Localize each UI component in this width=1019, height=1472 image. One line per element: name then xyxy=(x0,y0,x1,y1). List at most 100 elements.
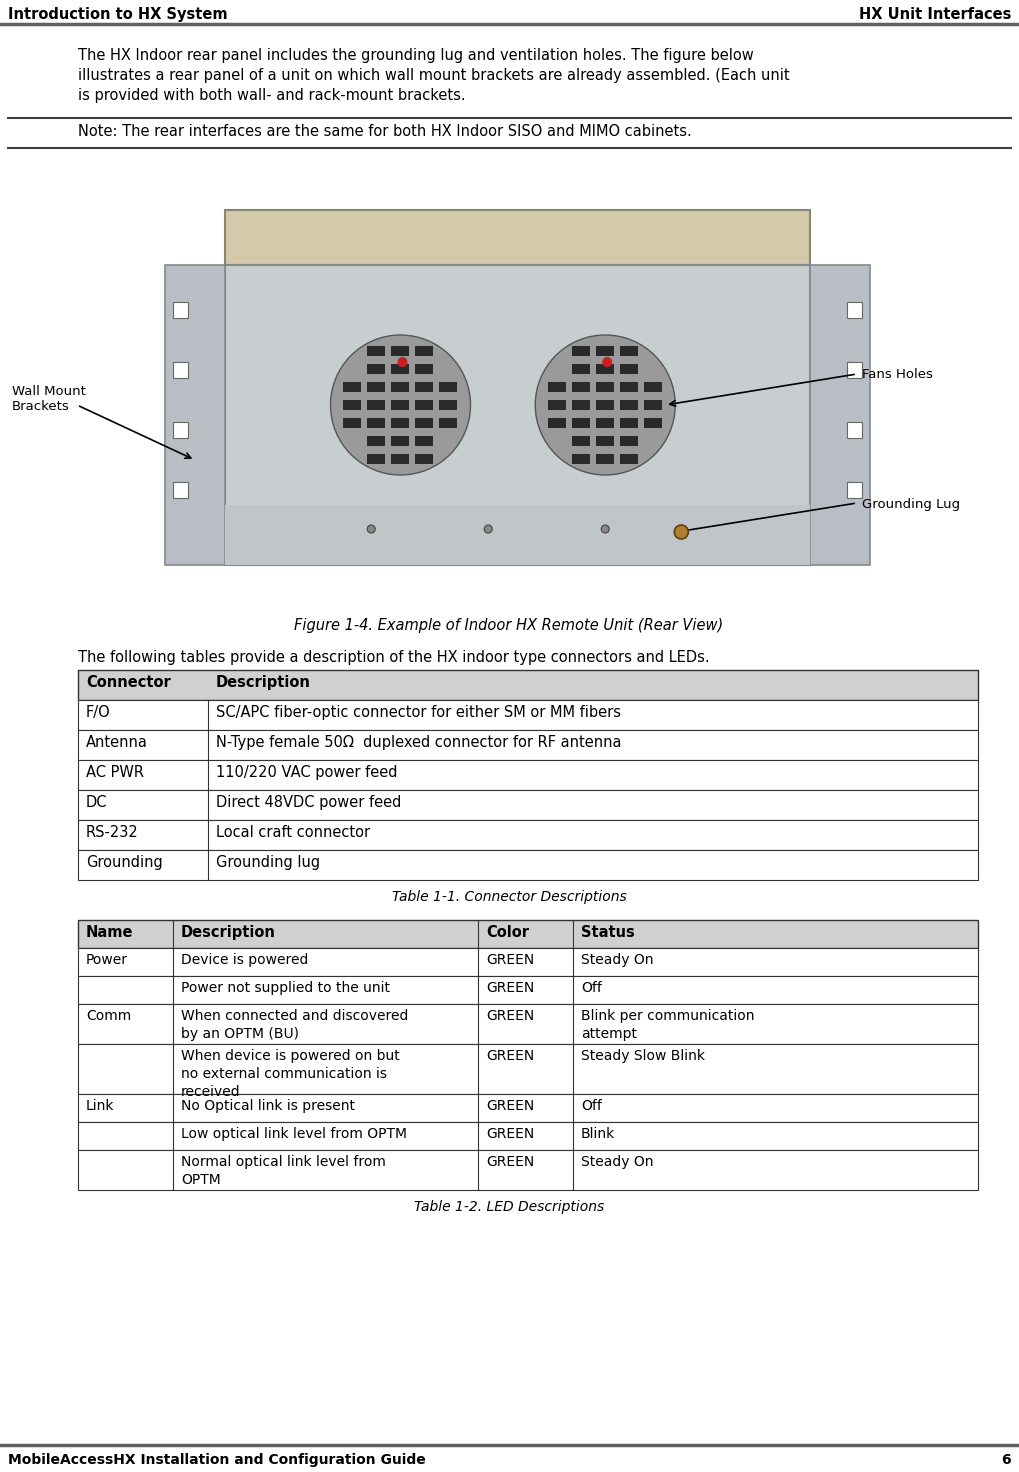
Text: AC PWR: AC PWR xyxy=(86,765,144,780)
Bar xyxy=(644,418,662,428)
Bar xyxy=(78,1004,978,1044)
Text: 110/220 VAC power feed: 110/220 VAC power feed xyxy=(216,765,397,780)
Bar xyxy=(416,418,433,428)
Text: Steady On: Steady On xyxy=(581,952,653,967)
Text: Link: Link xyxy=(86,1100,114,1113)
Text: Antenna: Antenna xyxy=(86,735,148,751)
Bar xyxy=(173,362,187,378)
Bar xyxy=(78,1044,978,1094)
Text: Normal optical link level from
OPTM: Normal optical link level from OPTM xyxy=(181,1156,386,1186)
Text: GREEN: GREEN xyxy=(486,952,534,967)
Text: Name: Name xyxy=(86,924,133,941)
Bar xyxy=(173,422,187,439)
Bar xyxy=(368,400,385,411)
Bar xyxy=(391,383,410,392)
Bar xyxy=(78,920,978,948)
Bar xyxy=(596,436,614,446)
Text: When device is powered on but
no external communication is
received: When device is powered on but no externa… xyxy=(181,1050,399,1098)
Text: Introduction to HX System: Introduction to HX System xyxy=(8,7,227,22)
Bar xyxy=(368,383,385,392)
Text: Table 1-1. Connector Descriptions: Table 1-1. Connector Descriptions xyxy=(391,891,627,904)
Bar xyxy=(621,453,638,464)
Circle shape xyxy=(675,526,688,539)
Bar xyxy=(621,383,638,392)
Text: Table 1-2. LED Descriptions: Table 1-2. LED Descriptions xyxy=(414,1200,604,1214)
Text: Off: Off xyxy=(581,1100,602,1113)
Text: Grounding Lug: Grounding Lug xyxy=(862,498,960,511)
Text: SC/APC fiber-optic connector for either SM or MM fibers: SC/APC fiber-optic connector for either … xyxy=(216,705,621,720)
Bar xyxy=(596,400,614,411)
Bar xyxy=(439,383,458,392)
Text: GREEN: GREEN xyxy=(486,980,534,995)
Text: RS-232: RS-232 xyxy=(86,824,139,841)
Text: Status: Status xyxy=(581,924,635,941)
Bar xyxy=(596,383,614,392)
Bar xyxy=(78,730,978,760)
Text: DC: DC xyxy=(86,795,107,810)
Text: GREEN: GREEN xyxy=(486,1156,534,1169)
Text: Description: Description xyxy=(181,924,276,941)
Bar xyxy=(416,453,433,464)
Text: GREEN: GREEN xyxy=(486,1100,534,1113)
Bar xyxy=(416,364,433,374)
Text: Connector: Connector xyxy=(86,676,171,690)
Text: Steady Slow Blink: Steady Slow Blink xyxy=(581,1050,705,1063)
Bar xyxy=(78,976,978,1004)
Bar xyxy=(621,364,638,374)
Bar xyxy=(621,436,638,446)
Circle shape xyxy=(601,526,609,533)
Text: MobileAccessHX Installation and Configuration Guide: MobileAccessHX Installation and Configur… xyxy=(8,1453,426,1468)
Bar xyxy=(368,364,385,374)
Text: Description: Description xyxy=(216,676,311,690)
Text: N-Type female 50Ω  duplexed connector for RF antenna: N-Type female 50Ω duplexed connector for… xyxy=(216,735,622,751)
Bar xyxy=(391,436,410,446)
Bar xyxy=(573,346,590,356)
Bar xyxy=(391,400,410,411)
Text: The following tables provide a description of the HX indoor type connectors and : The following tables provide a descripti… xyxy=(78,651,709,665)
Text: Grounding: Grounding xyxy=(86,855,163,870)
Text: Grounding lug: Grounding lug xyxy=(216,855,320,870)
Text: Power: Power xyxy=(86,952,128,967)
Text: Low optical link level from OPTM: Low optical link level from OPTM xyxy=(181,1128,407,1141)
Text: No Optical link is present: No Optical link is present xyxy=(181,1100,355,1113)
Bar xyxy=(78,948,978,976)
Bar xyxy=(225,265,810,565)
Text: Note: The rear interfaces are the same for both HX Indoor SISO and MIMO cabinets: Note: The rear interfaces are the same f… xyxy=(78,124,692,138)
Bar xyxy=(596,453,614,464)
Bar xyxy=(548,383,567,392)
Bar xyxy=(343,400,362,411)
Bar xyxy=(573,436,590,446)
Bar xyxy=(225,505,810,565)
Circle shape xyxy=(330,336,471,475)
Bar xyxy=(78,1122,978,1150)
Bar xyxy=(173,481,187,498)
Bar xyxy=(78,790,978,820)
Text: Wall Mount
Brackets: Wall Mount Brackets xyxy=(12,386,86,414)
Bar xyxy=(573,364,590,374)
Bar xyxy=(343,383,362,392)
Bar xyxy=(596,364,614,374)
Bar xyxy=(78,760,978,790)
Bar xyxy=(621,418,638,428)
Bar xyxy=(173,302,187,318)
Bar xyxy=(439,418,458,428)
Text: The HX Indoor rear panel includes the grounding lug and ventilation holes. The f: The HX Indoor rear panel includes the gr… xyxy=(78,49,754,63)
Text: is provided with both wall- and rack-mount brackets.: is provided with both wall- and rack-mou… xyxy=(78,88,466,103)
Bar xyxy=(596,418,614,428)
Text: Figure 1-4. Example of Indoor HX Remote Unit (Rear View): Figure 1-4. Example of Indoor HX Remote … xyxy=(294,618,723,633)
Text: Steady On: Steady On xyxy=(581,1156,653,1169)
Bar xyxy=(368,346,385,356)
Text: Power not supplied to the unit: Power not supplied to the unit xyxy=(181,980,390,995)
Bar xyxy=(573,418,590,428)
Bar xyxy=(165,265,225,565)
Bar xyxy=(78,820,978,849)
Bar xyxy=(810,265,870,565)
Bar xyxy=(573,383,590,392)
Text: Blink per communication
attempt: Blink per communication attempt xyxy=(581,1008,754,1041)
Bar xyxy=(416,400,433,411)
Bar xyxy=(644,400,662,411)
Circle shape xyxy=(367,526,375,533)
Bar xyxy=(391,364,410,374)
Text: Color: Color xyxy=(486,924,529,941)
Bar xyxy=(548,400,567,411)
